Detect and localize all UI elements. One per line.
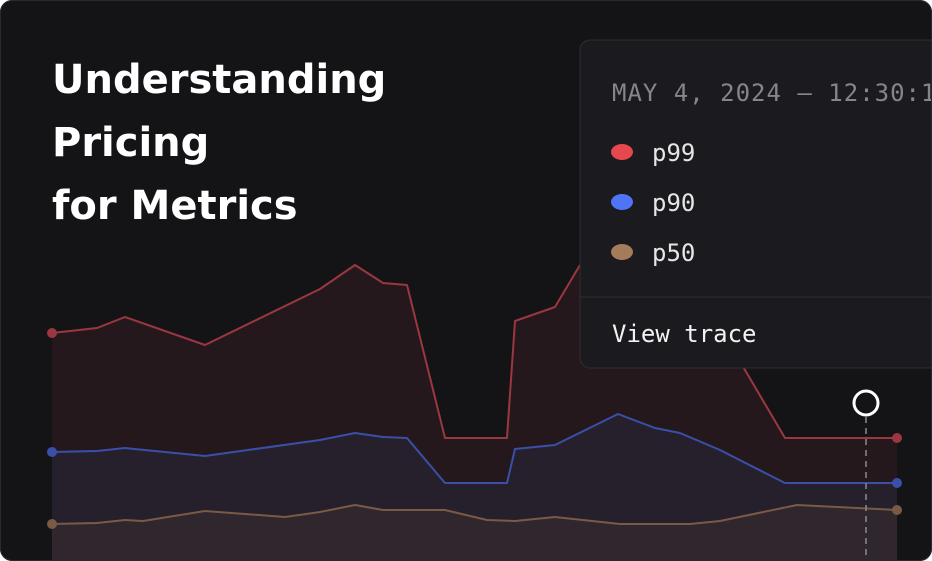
end-dot xyxy=(892,433,902,443)
hover-marker xyxy=(852,389,880,417)
legend-dot xyxy=(611,144,633,160)
series-line xyxy=(51,413,897,484)
end-dot xyxy=(47,447,57,457)
legend-dot xyxy=(611,194,633,210)
series-line xyxy=(51,504,898,525)
tooltip-timestamp: MAY 4, 2024 — 12:30:10 xyxy=(612,79,932,107)
area xyxy=(52,505,897,560)
tooltip-bg xyxy=(579,39,932,369)
title-line: Understanding xyxy=(52,57,386,103)
view-trace[interactable]: View trace xyxy=(612,320,757,348)
legend-label: p50 xyxy=(652,239,695,267)
legend-label: p90 xyxy=(652,189,695,217)
title-line: for Metrics xyxy=(52,183,298,229)
title-line: Pricing xyxy=(52,120,209,166)
end-dot xyxy=(47,328,57,338)
end-dot xyxy=(47,519,57,529)
legend-label: p99 xyxy=(652,139,695,167)
title: Understanding Pricing for Metrics xyxy=(52,57,386,229)
tooltip: MAY 4, 2024 — 12:30:10 View trace p99 p90… xyxy=(579,39,932,369)
legend-dot xyxy=(611,244,633,260)
end-dot xyxy=(892,478,902,488)
end-dot xyxy=(892,505,902,515)
